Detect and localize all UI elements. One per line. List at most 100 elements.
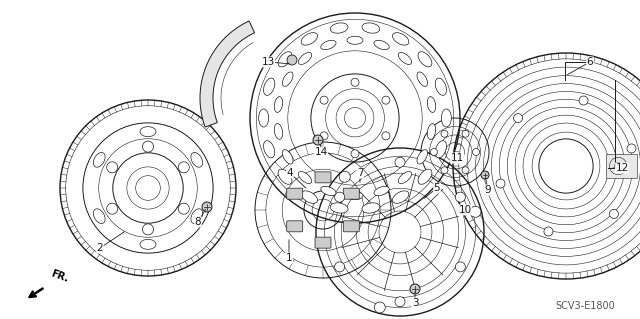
Text: 11: 11	[451, 153, 463, 163]
Circle shape	[395, 297, 405, 307]
Circle shape	[544, 227, 553, 236]
Circle shape	[320, 132, 328, 140]
Ellipse shape	[392, 191, 409, 203]
Circle shape	[335, 192, 344, 202]
Ellipse shape	[417, 72, 428, 86]
Ellipse shape	[264, 141, 275, 158]
Ellipse shape	[278, 52, 292, 67]
Ellipse shape	[362, 203, 380, 213]
Circle shape	[374, 302, 385, 313]
Circle shape	[431, 149, 437, 155]
Ellipse shape	[93, 152, 105, 167]
Text: 4: 4	[287, 168, 293, 178]
Text: 12: 12	[616, 163, 628, 173]
Circle shape	[627, 144, 636, 153]
Circle shape	[462, 167, 469, 174]
Circle shape	[609, 210, 618, 219]
Circle shape	[395, 157, 405, 167]
Ellipse shape	[298, 172, 312, 183]
Text: 5: 5	[434, 183, 440, 193]
Circle shape	[287, 55, 297, 65]
Text: 13: 13	[261, 57, 275, 67]
Ellipse shape	[374, 186, 389, 196]
Circle shape	[459, 206, 467, 214]
Ellipse shape	[347, 36, 363, 44]
FancyBboxPatch shape	[315, 237, 331, 248]
Ellipse shape	[282, 150, 293, 164]
Ellipse shape	[362, 23, 380, 33]
FancyBboxPatch shape	[287, 188, 303, 199]
Ellipse shape	[301, 191, 317, 203]
Circle shape	[179, 203, 189, 214]
Text: 7: 7	[356, 168, 364, 178]
Circle shape	[143, 141, 154, 152]
Text: 8: 8	[195, 217, 202, 227]
Ellipse shape	[140, 127, 156, 137]
Circle shape	[382, 96, 390, 104]
Ellipse shape	[321, 40, 336, 50]
Circle shape	[462, 130, 469, 137]
Circle shape	[481, 171, 489, 179]
Ellipse shape	[275, 123, 283, 139]
Circle shape	[339, 171, 350, 182]
Circle shape	[579, 96, 588, 105]
Ellipse shape	[428, 123, 436, 139]
Text: 6: 6	[587, 57, 593, 67]
Ellipse shape	[435, 78, 447, 95]
Ellipse shape	[418, 52, 432, 67]
Ellipse shape	[398, 53, 412, 64]
Ellipse shape	[374, 40, 389, 50]
Ellipse shape	[398, 172, 412, 183]
Ellipse shape	[140, 239, 156, 249]
Ellipse shape	[392, 33, 409, 45]
Ellipse shape	[442, 109, 451, 127]
Text: 14: 14	[314, 147, 328, 157]
Ellipse shape	[259, 109, 269, 127]
Circle shape	[410, 284, 420, 294]
Text: 3: 3	[412, 298, 419, 308]
Circle shape	[143, 224, 154, 235]
Circle shape	[456, 262, 465, 272]
Circle shape	[470, 206, 481, 217]
Ellipse shape	[418, 169, 432, 184]
Text: 2: 2	[97, 243, 103, 253]
Circle shape	[107, 162, 118, 173]
Circle shape	[202, 202, 212, 212]
Text: 10: 10	[458, 205, 472, 215]
Ellipse shape	[347, 192, 363, 200]
Text: SCV3-E1800: SCV3-E1800	[556, 301, 615, 311]
FancyBboxPatch shape	[343, 221, 359, 232]
Circle shape	[351, 150, 359, 158]
FancyBboxPatch shape	[287, 221, 303, 232]
Ellipse shape	[428, 97, 436, 112]
Ellipse shape	[298, 53, 312, 64]
Circle shape	[456, 192, 465, 202]
Circle shape	[313, 135, 323, 145]
Circle shape	[496, 179, 505, 188]
Circle shape	[441, 130, 448, 137]
Circle shape	[441, 167, 448, 174]
Ellipse shape	[330, 203, 348, 213]
Polygon shape	[200, 21, 255, 127]
Ellipse shape	[278, 169, 292, 184]
Ellipse shape	[264, 78, 275, 95]
FancyBboxPatch shape	[315, 172, 331, 183]
Ellipse shape	[330, 23, 348, 33]
FancyBboxPatch shape	[343, 188, 359, 199]
Ellipse shape	[435, 141, 447, 158]
Ellipse shape	[275, 97, 283, 112]
Circle shape	[179, 162, 189, 173]
Text: 1: 1	[285, 253, 292, 263]
Ellipse shape	[417, 150, 428, 164]
Ellipse shape	[191, 152, 203, 167]
Ellipse shape	[301, 33, 317, 45]
Circle shape	[382, 132, 390, 140]
Text: FR.: FR.	[49, 269, 69, 284]
Ellipse shape	[191, 209, 203, 224]
Ellipse shape	[321, 186, 336, 196]
Circle shape	[351, 78, 359, 86]
Circle shape	[107, 203, 118, 214]
Ellipse shape	[93, 209, 105, 224]
Circle shape	[513, 114, 522, 122]
Circle shape	[472, 149, 479, 155]
